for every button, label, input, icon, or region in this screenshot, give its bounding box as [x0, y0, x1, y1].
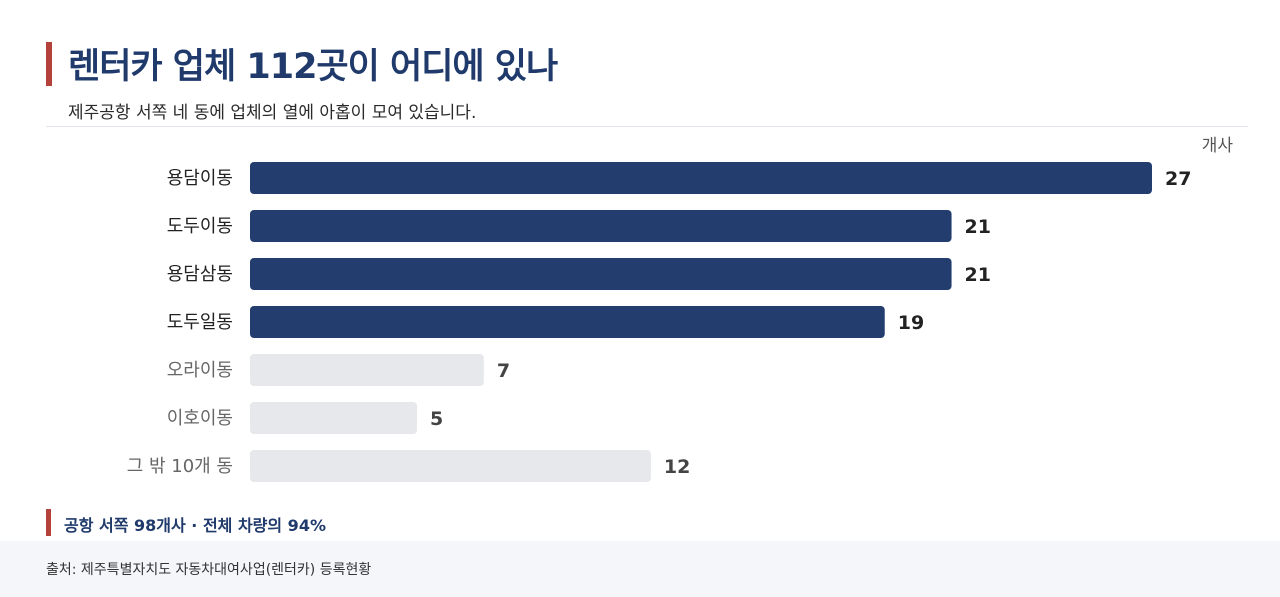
- source-text: 출처: 제주특별자치도 자동차대여사업(렌터카) 등록현황: [46, 562, 372, 578]
- category-label: 용담이동: [167, 168, 233, 189]
- value-label: 5: [430, 408, 443, 430]
- footer: 출처: 제주특별자치도 자동차대여사업(렌터카) 등록현황: [0, 541, 1280, 597]
- category-label: 도두일동: [167, 312, 233, 333]
- category-label: 도두이동: [167, 216, 233, 237]
- page-title: 렌터카 업체 112곳이 어디에 있나: [68, 47, 558, 87]
- note-accent-bar: [46, 509, 51, 536]
- bar-chart: 용담이동 27 도두이동 21 용담삼동 21 도두일동 19 오라이동 7 이호이동 5 그 밖 10…: [127, 162, 1191, 482]
- value-label: 19: [898, 312, 924, 334]
- bar: [250, 354, 484, 386]
- axis-unit-label: 개사: [1201, 136, 1233, 156]
- category-label: 용담삼동: [167, 264, 233, 285]
- bar: [250, 162, 1152, 194]
- header-divider: [46, 126, 1248, 127]
- page-subtitle: 제주공항 서쪽 네 동에 업체의 열에 아홉이 모여 있습니다.: [68, 103, 477, 123]
- value-label: 21: [965, 264, 991, 286]
- bar: [250, 210, 952, 242]
- category-label: 이호이동: [167, 408, 233, 429]
- bar: [250, 258, 952, 290]
- bar: [250, 402, 418, 434]
- value-label: 12: [664, 456, 690, 478]
- bar: [250, 450, 651, 482]
- value-label: 7: [497, 360, 510, 382]
- bar: [250, 306, 885, 338]
- value-label: 27: [1165, 168, 1191, 190]
- summary-note: 공항 서쪽 98개사 · 전체 차량의 94%: [64, 516, 326, 535]
- category-label: 그 밖 10개 동: [127, 456, 233, 477]
- value-label: 21: [965, 216, 991, 238]
- category-label: 오라이동: [167, 360, 233, 381]
- title-accent-bar: [46, 42, 52, 86]
